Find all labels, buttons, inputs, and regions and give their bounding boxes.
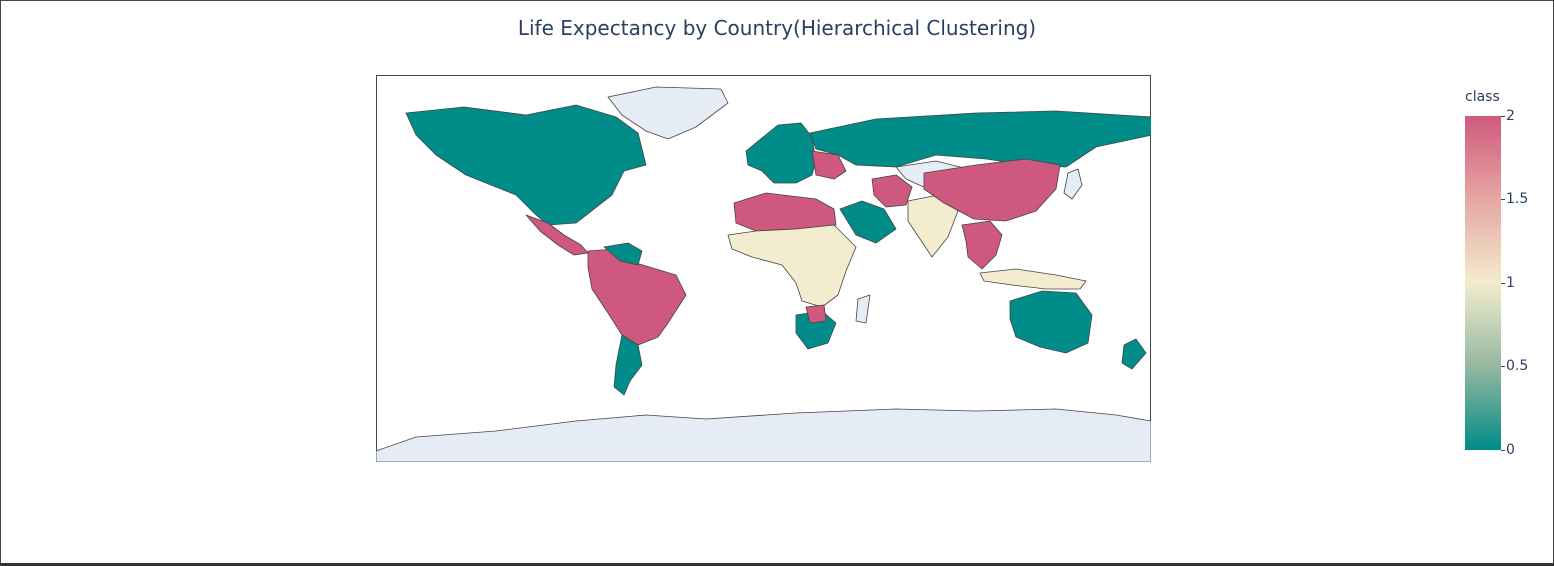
region-australia[interactable]: [1009, 290, 1093, 354]
region-greenland[interactable]: [607, 86, 729, 140]
region-sub-saharan-africa[interactable]: [727, 224, 857, 308]
region-iran[interactable]: [871, 174, 913, 208]
colorbar-title: class: [1465, 89, 1500, 105]
colorbar-tick-0-5: 0.5: [1500, 358, 1529, 374]
region-madagascar[interactable]: [855, 294, 871, 324]
region-china[interactable]: [923, 158, 1061, 222]
region-antarctica[interactable]: [376, 408, 1151, 462]
region-southern-cone[interactable]: [613, 334, 643, 396]
colorbar-tick-2: 2: [1501, 108, 1515, 124]
region-eastern-europe[interactable]: [811, 150, 847, 180]
region-indonesia[interactable]: [979, 268, 1087, 290]
region-japan[interactable]: [1063, 168, 1083, 200]
colorbar-tick-1-5: 1.5: [1500, 191, 1529, 207]
colorbar-tick-1: 1: [1501, 275, 1515, 291]
colorbar: [1465, 116, 1501, 450]
region-southeast-asia[interactable]: [961, 220, 1003, 270]
chart-title: Life Expectancy by Country(Hierarchical …: [517, 16, 1037, 40]
colorbar-tick-0: 0: [1501, 442, 1515, 458]
region-western-europe[interactable]: [745, 122, 817, 184]
region-arabia[interactable]: [839, 200, 897, 244]
region-north-america[interactable]: [405, 104, 647, 226]
region-new-zealand[interactable]: [1121, 338, 1147, 370]
region-venezuela[interactable]: [603, 242, 643, 266]
region-botswana[interactable]: [805, 304, 827, 324]
region-north-africa[interactable]: [733, 192, 837, 232]
world-map[interactable]: [376, 75, 1151, 462]
